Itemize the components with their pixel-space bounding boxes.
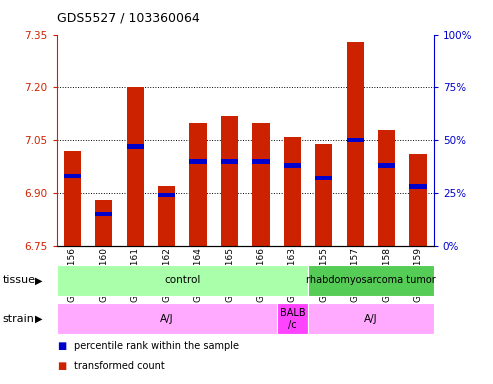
Text: ▶: ▶ <box>35 314 42 324</box>
Text: A/J: A/J <box>364 314 378 324</box>
Text: control: control <box>164 275 201 285</box>
Bar <box>189 159 207 164</box>
Bar <box>347 41 364 246</box>
Bar <box>277 303 308 334</box>
Text: strain: strain <box>2 314 35 324</box>
Text: A/J: A/J <box>160 314 174 324</box>
Bar <box>95 200 112 246</box>
Bar <box>308 303 434 334</box>
Bar <box>252 159 270 164</box>
Bar <box>410 154 427 246</box>
Bar <box>315 176 332 180</box>
Bar <box>308 265 434 296</box>
Bar <box>95 212 112 217</box>
Bar <box>127 88 144 246</box>
Bar <box>57 303 277 334</box>
Bar <box>64 151 81 246</box>
Text: percentile rank within the sample: percentile rank within the sample <box>74 341 239 351</box>
Bar <box>221 116 238 246</box>
Bar <box>284 163 301 168</box>
Text: ■: ■ <box>57 361 66 371</box>
Text: ■: ■ <box>57 341 66 351</box>
Bar <box>347 138 364 142</box>
Text: GDS5527 / 103360064: GDS5527 / 103360064 <box>57 12 200 25</box>
Text: rhabdomyosarcoma tumor: rhabdomyosarcoma tumor <box>306 275 436 285</box>
Bar <box>221 159 238 164</box>
Bar <box>64 174 81 179</box>
Bar <box>252 122 270 246</box>
Bar <box>284 137 301 246</box>
Bar <box>189 122 207 246</box>
Bar <box>315 144 332 246</box>
Bar <box>57 265 308 296</box>
Bar <box>378 163 395 168</box>
Bar <box>410 184 427 189</box>
Text: tissue: tissue <box>2 275 35 285</box>
Text: transformed count: transformed count <box>74 361 165 371</box>
Bar <box>158 186 176 246</box>
Bar <box>378 130 395 246</box>
Bar <box>127 144 144 149</box>
Bar <box>158 193 176 197</box>
Text: BALB
/c: BALB /c <box>280 308 305 329</box>
Text: ▶: ▶ <box>35 275 42 285</box>
